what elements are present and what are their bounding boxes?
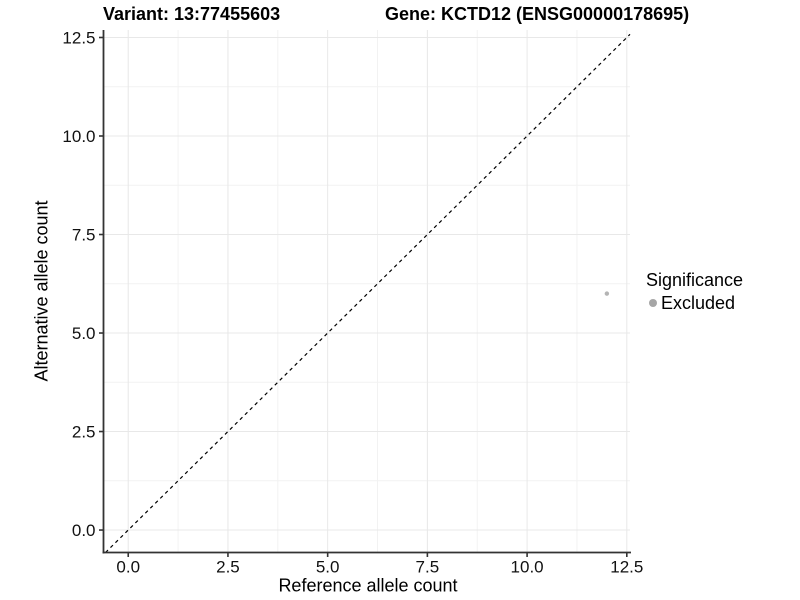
y-tick-label: 2.5 [72, 423, 96, 442]
x-tick-label: 12.5 [610, 558, 643, 577]
x-tick-label: 2.5 [216, 558, 240, 577]
y-tick-label: 0.0 [72, 521, 96, 540]
legend: Significance Excluded [646, 270, 743, 313]
legend-entry: Excluded [646, 293, 743, 313]
x-tick-label: 0.0 [116, 558, 140, 577]
y-tick-label: 7.5 [72, 226, 96, 245]
y-axis-title: Alternative allele count [31, 200, 52, 382]
x-tick-label: 7.5 [416, 558, 440, 577]
y-tick-label: 12.5 [62, 28, 95, 47]
x-tick-label: 5.0 [316, 558, 340, 577]
legend-point-swatch-icon [649, 299, 657, 307]
identity-reference-line [105, 33, 631, 553]
y-tick-label: 10.0 [62, 127, 95, 146]
gene-title: Gene: KCTD12 (ENSG00000178695) [385, 4, 690, 24]
data-point [604, 291, 610, 296]
legend-title: Significance [646, 270, 744, 290]
x-axis-title: Reference allele count [278, 575, 458, 596]
variant-title: Variant: 13:77455603 [103, 4, 281, 24]
y-tick-label: 5.0 [72, 324, 96, 343]
x-tick-label: 10.0 [511, 558, 544, 577]
legend-entry-label: Excluded [661, 293, 736, 313]
